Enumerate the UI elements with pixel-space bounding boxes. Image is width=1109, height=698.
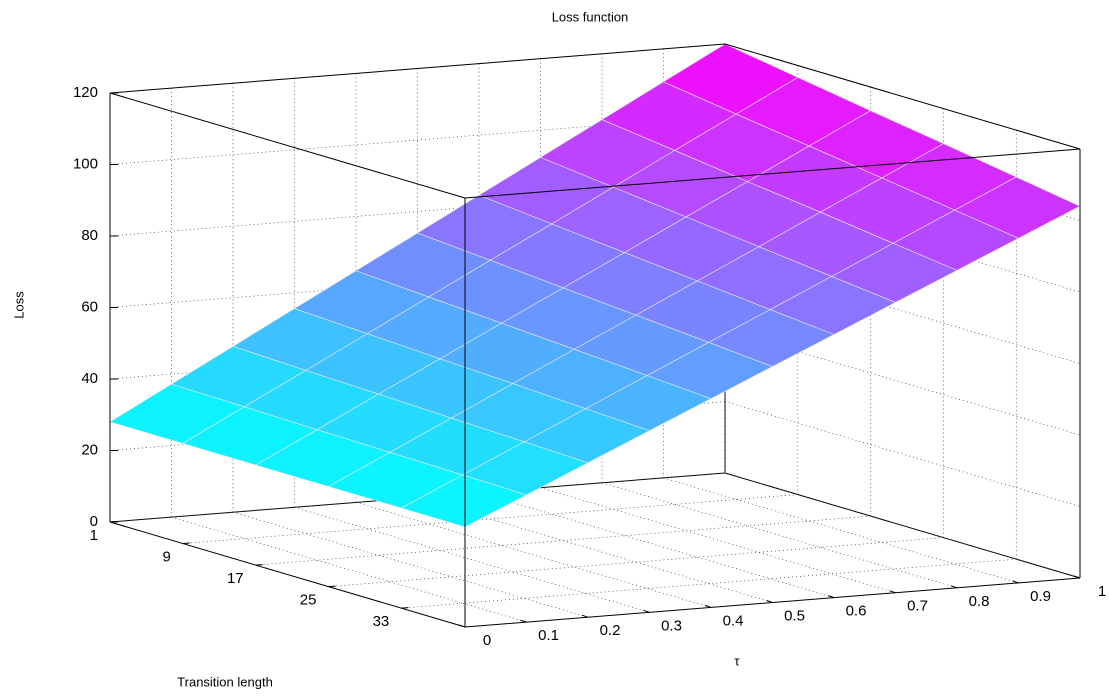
box-edge bbox=[464, 148, 1081, 199]
grid-line bbox=[724, 258, 1081, 364]
x-tick-label: 0.1 bbox=[538, 627, 559, 644]
y-tick-label: 17 bbox=[227, 570, 244, 587]
y-axis-label: Transition length bbox=[177, 674, 273, 689]
chart-title: Loss function bbox=[552, 9, 629, 24]
grid-line bbox=[478, 492, 835, 598]
grid-line bbox=[540, 487, 896, 594]
box-edge bbox=[724, 43, 1081, 150]
y-tick-label: 1 bbox=[90, 527, 98, 544]
grid-line bbox=[294, 506, 650, 613]
grid-line bbox=[724, 401, 1081, 507]
grid-line bbox=[663, 477, 1019, 584]
grid-line bbox=[255, 515, 871, 566]
x-tick-label: 0 bbox=[483, 632, 491, 649]
x-tick-label: 0.6 bbox=[846, 603, 867, 620]
grid-line bbox=[724, 329, 1081, 436]
y-tick-label: 9 bbox=[162, 549, 170, 566]
z-tick-label: 80 bbox=[81, 227, 98, 244]
x-tick-label: 0.4 bbox=[723, 612, 744, 629]
z-tick-label: 0 bbox=[90, 513, 98, 530]
box-edge bbox=[109, 43, 726, 94]
x-tick-label: 1 bbox=[1098, 583, 1106, 600]
grid-line bbox=[232, 511, 589, 618]
x-tick-label: 0.7 bbox=[907, 598, 928, 615]
grid-line bbox=[417, 497, 773, 603]
box-edge bbox=[109, 521, 466, 628]
x-tick-label: 0.3 bbox=[661, 617, 682, 634]
grid-line bbox=[171, 516, 527, 623]
grid-line bbox=[601, 482, 958, 589]
z-axis-label: Loss bbox=[11, 291, 26, 319]
y-tick-label: 25 bbox=[300, 592, 317, 609]
z-tick-label: 60 bbox=[81, 298, 98, 315]
box-edge bbox=[109, 92, 466, 199]
grid-line bbox=[724, 186, 1081, 293]
z-tick-label: 120 bbox=[73, 84, 98, 101]
grid-line bbox=[182, 494, 798, 544]
x-axis-label: τ bbox=[734, 653, 740, 668]
box-edge bbox=[464, 577, 1081, 628]
box-edge bbox=[724, 472, 1081, 579]
grid-line bbox=[724, 472, 1081, 579]
y-tick-label: 33 bbox=[373, 613, 390, 630]
grid-line bbox=[109, 186, 726, 237]
x-tick-label: 0.8 bbox=[969, 593, 990, 610]
x-tick-label: 0.5 bbox=[784, 607, 805, 624]
x-tick-label: 0.2 bbox=[600, 622, 621, 639]
z-tick-label: 100 bbox=[73, 155, 98, 172]
grid-line bbox=[401, 558, 1017, 609]
z-tick-label: 40 bbox=[81, 370, 98, 387]
grid-line bbox=[355, 502, 712, 608]
z-tick-label: 20 bbox=[81, 441, 98, 458]
grid-line bbox=[109, 115, 726, 165]
x-tick-label: 0.9 bbox=[1030, 588, 1051, 605]
grid-line bbox=[328, 537, 944, 587]
